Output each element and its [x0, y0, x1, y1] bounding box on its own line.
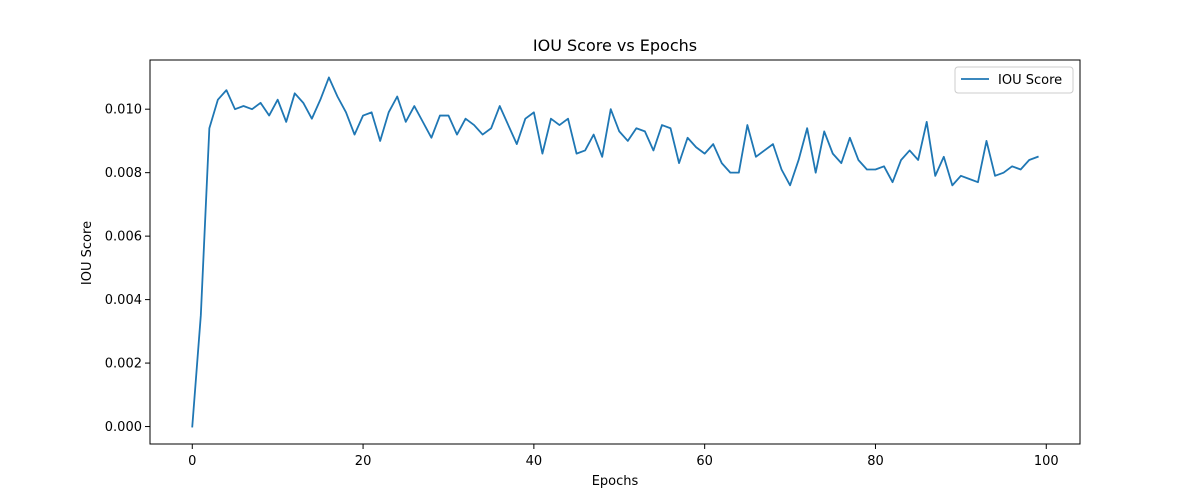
- x-tick-label: 60: [696, 454, 713, 469]
- x-tick-label: 0: [188, 454, 196, 469]
- series-layer: [191, 76, 1039, 428]
- chart-title: IOU Score vs Epochs: [533, 36, 697, 55]
- y-tick-label: 0.004: [105, 293, 142, 308]
- y-tick-label: 0.010: [105, 103, 142, 118]
- x-tick-label: 80: [867, 454, 884, 469]
- x-axis-ticks: 0 20 40 60 80 100: [188, 444, 1059, 469]
- y-tick-label: 0.006: [105, 230, 142, 245]
- x-tick-label: 40: [526, 454, 543, 469]
- legend-box: [954, 66, 1074, 94]
- plot-frame: [149, 59, 1081, 445]
- plot-area: [149, 59, 1081, 445]
- y-tick-label: 0.008: [105, 166, 142, 181]
- legend-label: IOU Score: [998, 73, 1062, 88]
- series-line-iou-score: [191, 76, 1039, 428]
- y-axis-label: IOU Score: [80, 221, 95, 285]
- y-tick-label: 0.002: [105, 357, 142, 372]
- y-axis-ticks: 0.000 0.002 0.004 0.006 0.008 0.010: [105, 103, 150, 435]
- y-tick-label: 0.000: [105, 420, 142, 435]
- x-tick-label: 100: [1034, 454, 1059, 469]
- x-tick-label: 20: [355, 454, 372, 469]
- legend: IOU Score: [954, 66, 1074, 94]
- x-axis-label: Epochs: [592, 474, 639, 489]
